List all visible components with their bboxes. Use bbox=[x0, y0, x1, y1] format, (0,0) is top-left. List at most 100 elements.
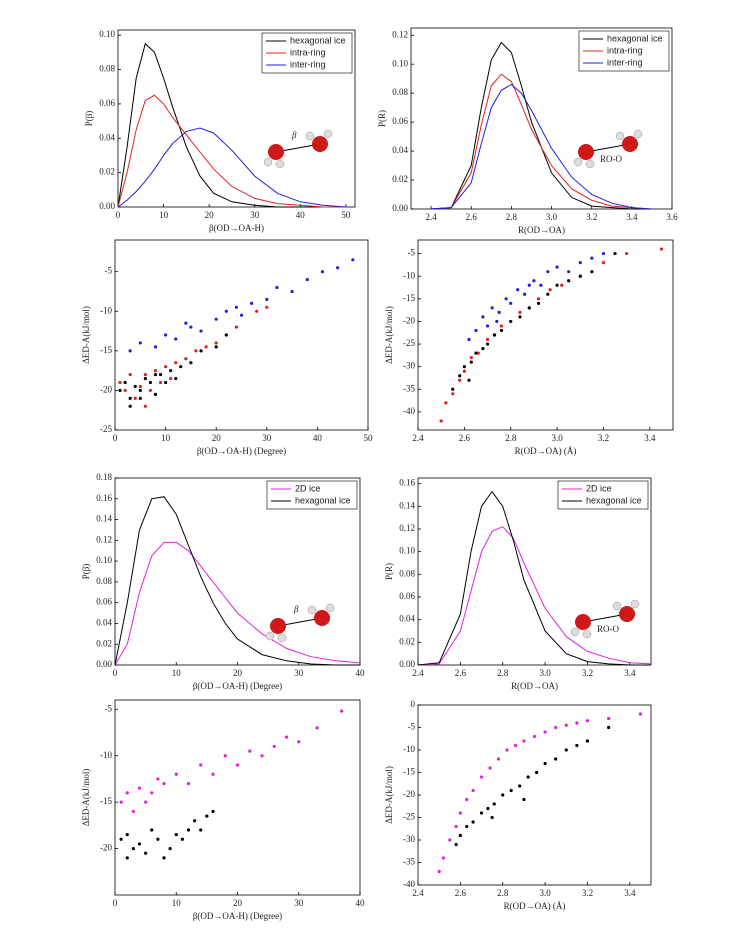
data-point bbox=[462, 369, 466, 373]
data-point bbox=[513, 743, 518, 748]
data-point bbox=[532, 279, 536, 283]
legend-label: intra-ring bbox=[290, 47, 326, 57]
data-point bbox=[148, 388, 153, 393]
y-tick-label: -10 bbox=[100, 305, 112, 315]
data-point bbox=[133, 396, 137, 400]
data-point bbox=[223, 754, 227, 758]
y-tick-label: 0.00 bbox=[96, 659, 112, 669]
y-tick-label: 0.14 bbox=[399, 500, 415, 510]
y-tick-label: -15 bbox=[403, 767, 415, 777]
data-point bbox=[164, 333, 168, 337]
data-point bbox=[164, 365, 168, 369]
chart-panel: 2.4 2.6 2.8 3.0 3.2 3.4 3.6 0.00 0.02 0.04 0.06 0.0… bbox=[377, 27, 678, 235]
y-tick-label: 0.16 bbox=[399, 478, 415, 488]
plot-frame bbox=[117, 29, 356, 208]
data-point bbox=[214, 317, 218, 321]
data-point bbox=[125, 833, 129, 837]
data-point bbox=[458, 374, 462, 378]
hydrogen-atom bbox=[615, 131, 625, 141]
x-tick-label: 0 bbox=[113, 668, 118, 678]
data-point bbox=[638, 712, 643, 716]
x-tick-label: 10 bbox=[172, 668, 182, 678]
data-point bbox=[205, 814, 209, 818]
legend-label: inter-ring bbox=[607, 57, 643, 67]
hydrogen-atom bbox=[570, 627, 580, 637]
x-axis-label: β(OD→OA-H) (Degree) bbox=[193, 911, 282, 921]
data-point bbox=[448, 838, 452, 842]
data-line bbox=[431, 73, 652, 210]
data-point bbox=[467, 378, 471, 382]
chart-panel: 0 10 20 30 40 50 0.00 0.02 0.04 0.06 0.08 0.10 β(OD→… bbox=[84, 29, 356, 233]
x-tick-label: 20 bbox=[233, 668, 243, 678]
data-point bbox=[590, 270, 594, 274]
legend-box bbox=[266, 480, 358, 510]
x-tick-label: 2.4 bbox=[425, 212, 437, 222]
data-point bbox=[481, 315, 485, 319]
legend-label: 2D ice bbox=[586, 483, 612, 493]
data-point bbox=[133, 384, 137, 389]
x-tick-label: 2.6 bbox=[455, 668, 467, 678]
data-point bbox=[458, 811, 462, 815]
data-point bbox=[138, 384, 142, 389]
oxygen-atom bbox=[619, 606, 635, 622]
legend-box bbox=[557, 480, 649, 510]
data-point bbox=[522, 739, 526, 743]
oxygen-atom bbox=[314, 610, 330, 626]
x-tick-label: 50 bbox=[364, 433, 374, 443]
data-point bbox=[194, 349, 198, 353]
y-tick-label: 0.06 bbox=[392, 116, 408, 126]
data-point bbox=[235, 763, 240, 767]
data-point bbox=[153, 369, 158, 373]
data-point bbox=[536, 297, 541, 301]
x-axis-label: R(OD→OA) bbox=[511, 681, 558, 691]
y-tick-label: 0.04 bbox=[99, 132, 115, 142]
data-point bbox=[193, 819, 197, 823]
data-point bbox=[543, 730, 547, 734]
data-point bbox=[169, 369, 173, 373]
data-point bbox=[164, 380, 168, 385]
data-point bbox=[214, 345, 218, 349]
data-point bbox=[495, 319, 499, 324]
y-tick-label: 0.12 bbox=[96, 534, 112, 544]
data-point bbox=[137, 842, 142, 846]
legend-label: hexagonal ice bbox=[290, 35, 346, 45]
x-tick-label: 3.4 bbox=[626, 212, 638, 222]
data-point bbox=[340, 709, 344, 713]
data-point bbox=[224, 333, 228, 337]
data-point bbox=[509, 319, 513, 324]
y-tick-label: 0.00 bbox=[99, 201, 115, 211]
data-point bbox=[199, 329, 203, 333]
data-point bbox=[535, 770, 539, 775]
y-tick-label: 0.02 bbox=[392, 174, 408, 184]
data-point bbox=[179, 365, 183, 369]
data-point bbox=[174, 337, 178, 341]
data-point bbox=[467, 337, 471, 342]
x-tick-label: 30 bbox=[250, 210, 260, 220]
hydrogen-atom bbox=[305, 131, 315, 141]
data-point bbox=[496, 757, 501, 761]
hydrogen-atom bbox=[582, 629, 592, 639]
y-tick-label: 0.02 bbox=[399, 636, 415, 646]
data-point bbox=[128, 372, 132, 377]
x-tick-label: 2.6 bbox=[455, 888, 467, 898]
y-tick-label: -30 bbox=[403, 361, 415, 371]
data-point bbox=[554, 757, 558, 761]
hydrogen-atom bbox=[573, 157, 583, 167]
x-tick-label: 3.0 bbox=[551, 433, 563, 443]
data-point bbox=[499, 324, 504, 328]
hydrogen-atom bbox=[612, 601, 622, 611]
data-line bbox=[417, 490, 651, 666]
data-point bbox=[492, 333, 497, 337]
x-tick-label: 0 bbox=[116, 210, 121, 220]
data-point bbox=[465, 797, 469, 802]
oxygen-atom bbox=[268, 144, 284, 160]
legend: 2D ice hexagonal ice bbox=[266, 480, 358, 510]
y-tick-label: 0.00 bbox=[399, 659, 415, 669]
oxygen-atom bbox=[622, 136, 638, 152]
x-tick-label: 10 bbox=[159, 210, 169, 220]
data-point bbox=[543, 761, 547, 766]
data-point bbox=[575, 721, 579, 725]
data-point bbox=[523, 292, 527, 296]
legend-label: inter-ring bbox=[290, 59, 326, 69]
data-point bbox=[499, 328, 504, 333]
